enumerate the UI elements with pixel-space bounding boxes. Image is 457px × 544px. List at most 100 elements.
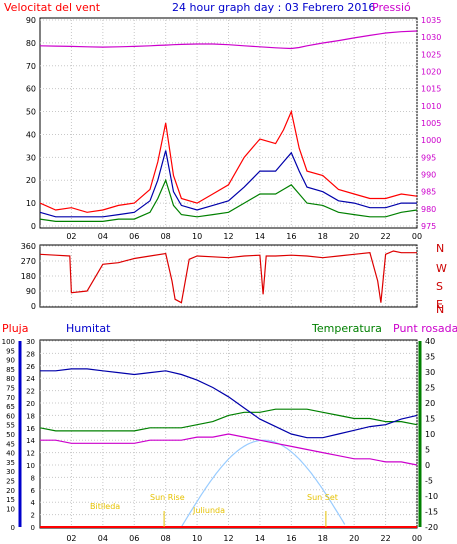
wind-y-tick: 30 [26, 153, 36, 162]
pressure-y-tick: 1005 [421, 119, 441, 128]
humidity-y-tick: 15 [6, 496, 15, 504]
x-tick-label: 16 [286, 232, 296, 241]
x-tick-label: 02 [66, 232, 76, 241]
wind-speed-label: Velocitat del vent [4, 1, 101, 14]
humidity-y-tick: 55 [6, 422, 15, 430]
temperature-y-tick: -5 [425, 477, 433, 486]
pressure-y-tick: 1035 [421, 16, 441, 25]
compass-label: N [436, 242, 444, 255]
humidity-y-tick: 25 [6, 478, 15, 486]
wind-low-line [39, 178, 418, 222]
annotation-solar-peak: Juliunda [192, 506, 225, 515]
pressure-y-tick: 1015 [421, 85, 441, 94]
x-tick-label-lower: 10 [192, 534, 202, 543]
pressure-line [39, 30, 418, 50]
humidity-y-tick: 40 [6, 450, 15, 458]
direction-y-tick: 270 [21, 257, 36, 266]
wind-y-tick: 70 [26, 62, 36, 71]
humidity-y-tick: 10 [6, 505, 15, 513]
humidity-y-tick: 65 [6, 403, 15, 411]
humidity-y-tick: 90 [6, 357, 15, 365]
humidity-y-tick: 85 [6, 366, 15, 374]
rain-y-tick: 26 [26, 363, 35, 371]
x-tick-label: 20 [349, 232, 359, 241]
temperature-line [39, 408, 418, 432]
rain-y-tick: 14 [26, 437, 35, 445]
solar-curve [180, 439, 346, 528]
wind-y-tick: 10 [26, 199, 36, 208]
rain-y-tick: 0 [31, 524, 35, 532]
wind-y-tick: 0 [31, 222, 36, 231]
temperature-y-tick: 0 [425, 461, 430, 470]
rain-y-tick: 8 [31, 474, 35, 482]
x-tick-label: 10 [192, 232, 202, 241]
wind-y-tick: 40 [26, 130, 36, 139]
direction-y-tick: 0 [31, 302, 36, 311]
humidity-y-tick: 100 [2, 338, 15, 346]
pressure-y-tick: 990 [421, 171, 436, 180]
x-tick-label-lower: 04 [98, 534, 108, 543]
pressure-y-tick: 1000 [421, 136, 441, 145]
rain-y-tick: 12 [26, 450, 35, 458]
temperature-y-tick: 30 [425, 368, 435, 377]
compass-label: S [436, 280, 443, 293]
humidity-y-tick: 70 [6, 394, 15, 402]
x-tick-label: 18 [318, 232, 328, 241]
x-tick-label-lower: 14 [255, 534, 265, 543]
humidity-y-tick: 20 [6, 487, 15, 495]
dewpoint-label: Punt rosada [393, 322, 457, 335]
pressure-y-tick: 985 [421, 188, 436, 197]
direction-y-tick: 180 [21, 272, 36, 281]
pressure-y-tick: 1025 [421, 50, 441, 59]
temperature-y-tick: -10 [425, 492, 438, 501]
rain-y-tick: 22 [26, 388, 35, 396]
x-tick-label-lower: 12 [223, 534, 233, 543]
x-tick-label-lower: 16 [286, 534, 296, 543]
pressure-y-tick: 980 [421, 205, 436, 214]
temperature-label: Temperatura [311, 322, 382, 335]
humidity-y-tick: 95 [6, 347, 15, 355]
wind-y-tick: 50 [26, 108, 36, 117]
wind-y-tick: 20 [26, 176, 36, 185]
humidity-y-tick: 30 [6, 468, 15, 476]
annotation-sunset: Sun Set [307, 493, 338, 502]
temperature-y-tick: -15 [425, 508, 438, 517]
x-tick-label: 12 [223, 232, 233, 241]
compass-label: E [436, 298, 443, 311]
humidity-y-tick: 75 [6, 385, 15, 393]
rain-label: Pluja [2, 322, 28, 335]
humidity-y-tick: 80 [6, 375, 15, 383]
pressure-label: Pressió [372, 1, 411, 14]
dewpoint-line [40, 433, 418, 466]
pressure-y-tick: 1010 [421, 102, 441, 111]
temperature-y-tick: 5 [425, 446, 430, 455]
temperature-y-tick: 25 [425, 384, 435, 393]
rain-y-tick: 18 [26, 412, 35, 420]
x-tick-label: 22 [380, 232, 390, 241]
rain-y-tick: 6 [31, 487, 36, 495]
rain-y-tick: 10 [26, 462, 35, 470]
pressure-y-tick: 975 [421, 222, 436, 231]
temperature-y-tick: 20 [425, 399, 435, 408]
rain-y-tick: 16 [26, 425, 35, 433]
label-layer: 0102030405060708090975980985990995100010… [2, 16, 447, 543]
graph-title: 24 hour graph day : 03 Febrero 2016 [172, 1, 375, 14]
temperature-y-tick: 35 [425, 353, 435, 362]
temperature-y-tick: 10 [425, 430, 435, 439]
wind-y-tick: 80 [26, 39, 36, 48]
x-tick-label-lower: 08 [161, 534, 171, 543]
x-tick-label-lower: 06 [129, 534, 139, 543]
wind-gust-line [39, 109, 418, 213]
grid-layer [18, 19, 422, 528]
x-tick-label-lower: 00 [412, 534, 422, 543]
humidity-y-tick: 50 [6, 431, 15, 439]
humidity-y-tick: 45 [6, 440, 15, 448]
pressure-y-tick: 995 [421, 153, 436, 162]
annotation-sunrise: Sun Rise [150, 493, 185, 502]
direction-y-tick: 360 [21, 242, 36, 251]
pressure-y-tick: 1030 [421, 33, 441, 42]
direction-line [39, 250, 417, 304]
humidity-label: Humitat [66, 322, 111, 335]
